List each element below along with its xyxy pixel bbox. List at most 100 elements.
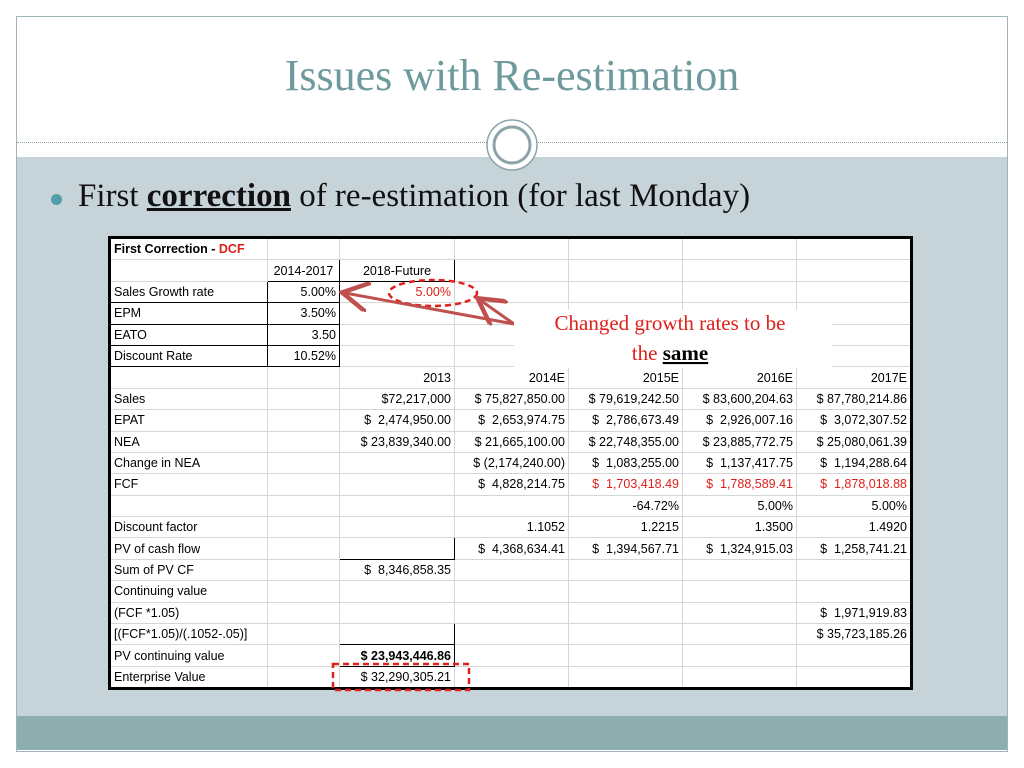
cell-text: Sales: [114, 391, 146, 406]
cell-text: $ 1,083,255.00: [592, 456, 679, 471]
cell-text: 2016E: [756, 370, 793, 385]
table-row: Discount factor 1.1052 1.2215 1.3500 1.4920: [109, 516, 912, 539]
cell-text: $ 1,324,915.03: [706, 541, 793, 556]
table-row: EPAT $ 2,474,950.00 $ 2,653,974.75 $ 2,786,…: [109, 409, 912, 432]
cell-text: $ 1,194,288.64: [820, 456, 907, 471]
cell-text: 2014E: [528, 370, 565, 385]
highlight-ellipse: [387, 278, 479, 308]
table-cell: 3.50%: [267, 302, 340, 325]
table-cell: 2014-2017: [267, 259, 340, 282]
cell-text: Sum of PV CF: [114, 563, 194, 578]
cell-text: 1.4920: [868, 520, 907, 535]
cell-text: EATO: [114, 327, 147, 342]
table-cell: $ 75,827,850.00: [454, 387, 569, 411]
table-cell: $ 79,619,242.50: [568, 387, 683, 411]
cell-text: Sales Growth rate: [114, 284, 215, 299]
cell-text: $ 23,839,340.00: [360, 434, 451, 449]
cell-text: $ 87,780,214.86: [816, 391, 907, 406]
cell-text: PV continuing value: [114, 648, 225, 663]
cell-text: $ 79,619,242.50: [588, 391, 679, 406]
cell-text: 2015E: [642, 370, 679, 385]
cell-text: $ 2,786,673.49: [592, 413, 679, 428]
cell-text: $ 1,788,589.41: [706, 477, 793, 492]
cell-text: $ 25,080,061.39: [816, 434, 907, 449]
cell-text: FCF: [114, 477, 139, 492]
cell-text: $ 2,653,974.75: [478, 413, 565, 428]
table-row: FCF $ 4,828,214.75 $ 1,703,418.49 $ 1,788,5…: [109, 473, 912, 496]
cell-text: $ 8,346,858.35: [364, 563, 451, 578]
cell-text: $ 4,828,214.75: [478, 477, 565, 492]
cell-text: $ 4,368,634.41: [478, 541, 565, 556]
cell-text: $ 32,290,305.21: [360, 670, 451, 684]
cell-text: $ 1,971,919.83: [820, 605, 907, 620]
emphasis: correction: [146, 178, 291, 214]
cell-text: EPAT: [114, 413, 145, 428]
cell-text: $ 3,072,307.52: [820, 413, 907, 428]
text: First: [78, 178, 139, 214]
text: the: [632, 341, 658, 365]
table-cell: $ 2,474,950.00: [339, 409, 455, 432]
table-cell: $ 21,665,100.00: [454, 430, 569, 453]
cell-text: 2017E: [870, 370, 907, 385]
emphasis: same: [663, 341, 709, 365]
cell-text: 1.2215: [640, 520, 679, 535]
table-row: First Correction - DCF: [109, 236, 912, 261]
cell-text: 2018-Future: [362, 263, 432, 278]
table-row: -64.72% 5.00% 5.00%: [109, 494, 912, 518]
cell-text: $ 75,827,850.00: [474, 391, 565, 406]
table-row: PV continuing value $ 23,943,446.86: [109, 644, 912, 667]
table-cell: Discount Rate: [109, 344, 268, 368]
table-cell: 2013: [339, 366, 455, 389]
highlight-box: [331, 662, 471, 692]
bullet-text: First correction of re-estimation (for l…: [78, 178, 750, 215]
cell-text: $ 2,926,007.16: [706, 413, 793, 428]
table-heading: First Correction -: [114, 242, 216, 257]
cell-text: Discount factor: [114, 520, 198, 535]
cell-text: $ 22,748,355.00: [588, 434, 679, 449]
cell-text: $ 1,703,418.49: [592, 477, 679, 492]
table-row: PV of cash flow $ 4,368,634.41 $ 1,394,567…: [109, 537, 912, 560]
table-cell: $ 87,780,214.86: [796, 387, 912, 411]
table-cell: PV of cash flow: [109, 537, 268, 560]
cell-text: $ 1,394,567.71: [592, 541, 679, 556]
bullet-dot: [51, 194, 62, 205]
cell-text: $ 2,474,950.00: [364, 413, 451, 428]
arrow: [480, 300, 515, 324]
arrow: [345, 293, 515, 326]
table-cell: $ 23,943,446.86: [339, 644, 455, 667]
table-row: NEA $ 23,839,340.00 $ 21,665,100.00 $ 22,74…: [109, 430, 912, 453]
cell-text: 5.00%: [300, 284, 336, 299]
cell-text: PV of cash flow: [114, 541, 201, 556]
table-cell: $ 2,653,974.75: [454, 409, 569, 432]
cell-text: Continuing value: [114, 584, 208, 599]
cell-text: $ 1,137,417.75: [706, 456, 793, 471]
cell-text: [(FCF*1.05)/(.1052-.05)]: [114, 627, 248, 642]
cell-text: 2014-2017: [273, 263, 334, 278]
table-row: Enterprise Value $ 32,290,305.21: [109, 665, 912, 690]
cell-text: 3.50%: [300, 306, 336, 321]
cell-text: $ 21,665,100.00: [474, 434, 565, 449]
table-cell: $ 22,748,355.00: [568, 430, 683, 453]
cell-text: 2013: [423, 370, 451, 385]
table-cell: Enterprise Value: [109, 665, 268, 690]
table-cell: First Correction - DCF: [109, 236, 268, 261]
table-row: Continuing value: [109, 580, 912, 603]
cell-text: 5.00%: [415, 284, 451, 299]
table-row: (FCF *1.05) $ 1,971,919.83: [109, 601, 912, 625]
cell-text: $ 1,258,741.21: [820, 541, 907, 556]
footer-band: [17, 716, 1007, 750]
table-cell: $ 8,346,858.35: [339, 558, 455, 582]
table-cell: $ 23,885,772.75: [682, 430, 797, 453]
cell-text: EPM: [114, 306, 142, 321]
table-cell: [796, 644, 912, 667]
cell-text: (FCF *1.05): [114, 605, 180, 620]
cell-text: $ (2,174,240.00): [473, 456, 565, 471]
cell-text: 10.52%: [293, 349, 336, 364]
table-cell: $ 1,258,741.21: [796, 537, 912, 560]
cell-text: $72,217,000: [381, 391, 451, 406]
table-cell: $ 32,290,305.21: [339, 665, 455, 690]
table-cell: $ (2,174,240.00): [454, 451, 569, 475]
annotation-bg: [514, 310, 832, 368]
